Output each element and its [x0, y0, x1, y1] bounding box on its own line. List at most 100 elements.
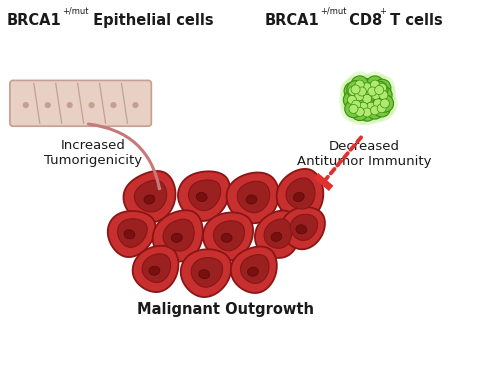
- Circle shape: [344, 91, 360, 109]
- Circle shape: [354, 99, 380, 126]
- Circle shape: [340, 96, 366, 122]
- Circle shape: [45, 103, 51, 108]
- Circle shape: [358, 104, 376, 121]
- Circle shape: [349, 105, 358, 114]
- Circle shape: [351, 85, 360, 94]
- Circle shape: [359, 79, 386, 105]
- Circle shape: [23, 103, 28, 108]
- Circle shape: [353, 83, 370, 100]
- Circle shape: [342, 76, 368, 103]
- Circle shape: [368, 95, 395, 121]
- Circle shape: [379, 91, 388, 100]
- Circle shape: [351, 103, 368, 121]
- Circle shape: [376, 95, 394, 112]
- Circle shape: [339, 87, 365, 113]
- Polygon shape: [214, 221, 244, 251]
- Circle shape: [366, 102, 376, 111]
- Polygon shape: [134, 180, 166, 212]
- Polygon shape: [163, 219, 194, 251]
- Circle shape: [67, 103, 72, 108]
- Ellipse shape: [144, 195, 155, 204]
- Circle shape: [358, 79, 376, 96]
- Circle shape: [366, 77, 392, 103]
- Polygon shape: [276, 169, 324, 219]
- Polygon shape: [281, 207, 325, 249]
- Polygon shape: [203, 212, 253, 261]
- Ellipse shape: [198, 270, 209, 279]
- Polygon shape: [240, 255, 269, 284]
- Polygon shape: [124, 171, 176, 222]
- Polygon shape: [314, 173, 334, 191]
- Circle shape: [374, 79, 391, 97]
- Polygon shape: [191, 258, 222, 287]
- Circle shape: [369, 95, 386, 112]
- Circle shape: [370, 80, 380, 89]
- Circle shape: [366, 102, 384, 119]
- Circle shape: [351, 76, 368, 93]
- Circle shape: [343, 92, 369, 118]
- Polygon shape: [118, 219, 147, 247]
- Circle shape: [354, 74, 380, 100]
- Text: BRCA1: BRCA1: [265, 13, 320, 28]
- Ellipse shape: [271, 232, 282, 241]
- Polygon shape: [264, 219, 291, 248]
- Polygon shape: [132, 246, 178, 292]
- Ellipse shape: [294, 193, 304, 202]
- Circle shape: [348, 86, 358, 96]
- FancyBboxPatch shape: [10, 80, 152, 126]
- Circle shape: [348, 96, 365, 114]
- Text: CD8: CD8: [344, 13, 382, 28]
- Circle shape: [344, 100, 362, 118]
- Text: Decreased
Antitumor Immunity: Decreased Antitumor Immunity: [298, 140, 432, 168]
- Circle shape: [370, 81, 388, 99]
- Polygon shape: [286, 178, 315, 209]
- Circle shape: [372, 91, 380, 100]
- Circle shape: [374, 86, 392, 104]
- Polygon shape: [152, 210, 203, 262]
- Circle shape: [358, 94, 384, 120]
- Circle shape: [340, 78, 366, 104]
- Polygon shape: [188, 180, 220, 211]
- Circle shape: [346, 99, 373, 125]
- Ellipse shape: [221, 233, 232, 242]
- FancyArrowPatch shape: [88, 124, 160, 189]
- Text: +/mut: +/mut: [62, 7, 88, 16]
- Circle shape: [358, 90, 376, 108]
- Circle shape: [355, 107, 364, 116]
- Circle shape: [89, 103, 94, 108]
- Ellipse shape: [124, 230, 135, 239]
- Circle shape: [370, 82, 396, 108]
- Circle shape: [344, 82, 362, 100]
- Circle shape: [346, 71, 373, 98]
- Ellipse shape: [246, 195, 257, 204]
- Circle shape: [362, 97, 388, 123]
- Circle shape: [350, 94, 376, 120]
- Circle shape: [378, 83, 386, 92]
- Circle shape: [111, 103, 116, 108]
- Text: T cells: T cells: [386, 13, 443, 28]
- Circle shape: [380, 99, 390, 108]
- Circle shape: [362, 98, 380, 115]
- Circle shape: [367, 86, 384, 104]
- Text: +/mut: +/mut: [320, 7, 346, 16]
- Circle shape: [354, 86, 380, 112]
- Polygon shape: [255, 211, 300, 258]
- Text: Epithelial cells: Epithelial cells: [88, 13, 214, 28]
- Circle shape: [374, 85, 384, 95]
- Ellipse shape: [296, 225, 307, 234]
- Ellipse shape: [149, 266, 160, 275]
- Circle shape: [373, 100, 390, 117]
- Text: Malignant Outgrowth: Malignant Outgrowth: [136, 302, 314, 317]
- Circle shape: [354, 98, 372, 115]
- Circle shape: [369, 75, 395, 101]
- Polygon shape: [178, 171, 230, 221]
- Circle shape: [354, 92, 364, 101]
- Circle shape: [347, 81, 364, 98]
- Text: +: +: [380, 7, 386, 16]
- Circle shape: [359, 102, 368, 111]
- Circle shape: [368, 87, 377, 96]
- Circle shape: [363, 82, 389, 108]
- Polygon shape: [238, 181, 270, 213]
- Polygon shape: [142, 254, 171, 282]
- Text: Increased
Tumorigenicity: Increased Tumorigenicity: [44, 139, 142, 167]
